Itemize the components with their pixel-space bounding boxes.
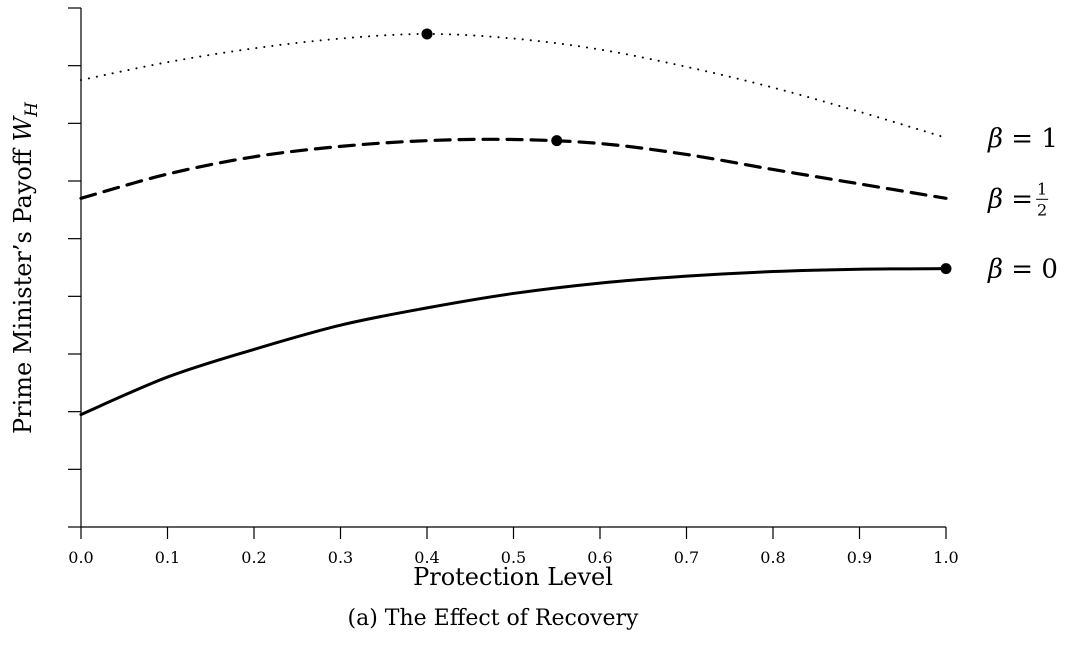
y-ticks (68, 7, 81, 528)
series-label-dotted: β = 1 (987, 124, 1058, 154)
x-tick-label-4: 0.4 (414, 548, 439, 567)
series-labels: β = 1 β = 1 2 β = 0 (987, 124, 1058, 285)
optimum-marker-dotted (421, 28, 433, 40)
x-tick-label-8: 0.8 (760, 548, 785, 567)
series-label-dashed: β = (987, 184, 1033, 214)
x-tick-label-10: 1.0 (933, 548, 958, 567)
series-line-dotted (80, 32, 947, 139)
series-label-den: 2 (1037, 200, 1047, 219)
y-axis-title: Prime Minister’s Payoff WH (9, 101, 42, 434)
optimum-markers (421, 28, 952, 275)
x-axis-title: Protection Level (413, 563, 613, 591)
y-axis-title-text: Prime Minister’s Payoff (9, 141, 37, 434)
optimum-marker-dashed (551, 135, 563, 147)
axes (80, 8, 946, 528)
y-axis-title-math: W (9, 114, 37, 141)
series-group (79, 32, 948, 417)
x-tick-label-0: 0.0 (68, 548, 93, 567)
x-tick-label-1: 0.1 (155, 548, 180, 567)
series-line-dashed (79, 137, 948, 200)
figure-caption: (a) The Effect of Recovery (348, 606, 639, 631)
x-tick-label-2: 0.2 (241, 548, 266, 567)
x-ticks: 0.0 0.1 0.2 0.3 0.4 0.5 0.6 0.7 0.8 0.9 1.0 (68, 527, 959, 567)
x-tick-label-7: 0.7 (674, 548, 699, 567)
series-label-solid: β = 0 (987, 255, 1058, 285)
x-tick-label-9: 0.9 (847, 548, 872, 567)
series-label-num: 1 (1037, 179, 1047, 198)
x-tick-label-6: 0.6 (587, 548, 612, 567)
series-line-solid (79, 267, 948, 417)
x-tick-label-3: 0.3 (328, 548, 353, 567)
optimum-marker-solid (940, 263, 952, 275)
x-tick-label-5: 0.5 (501, 548, 526, 567)
y-axis-title-sub: H (22, 101, 42, 118)
